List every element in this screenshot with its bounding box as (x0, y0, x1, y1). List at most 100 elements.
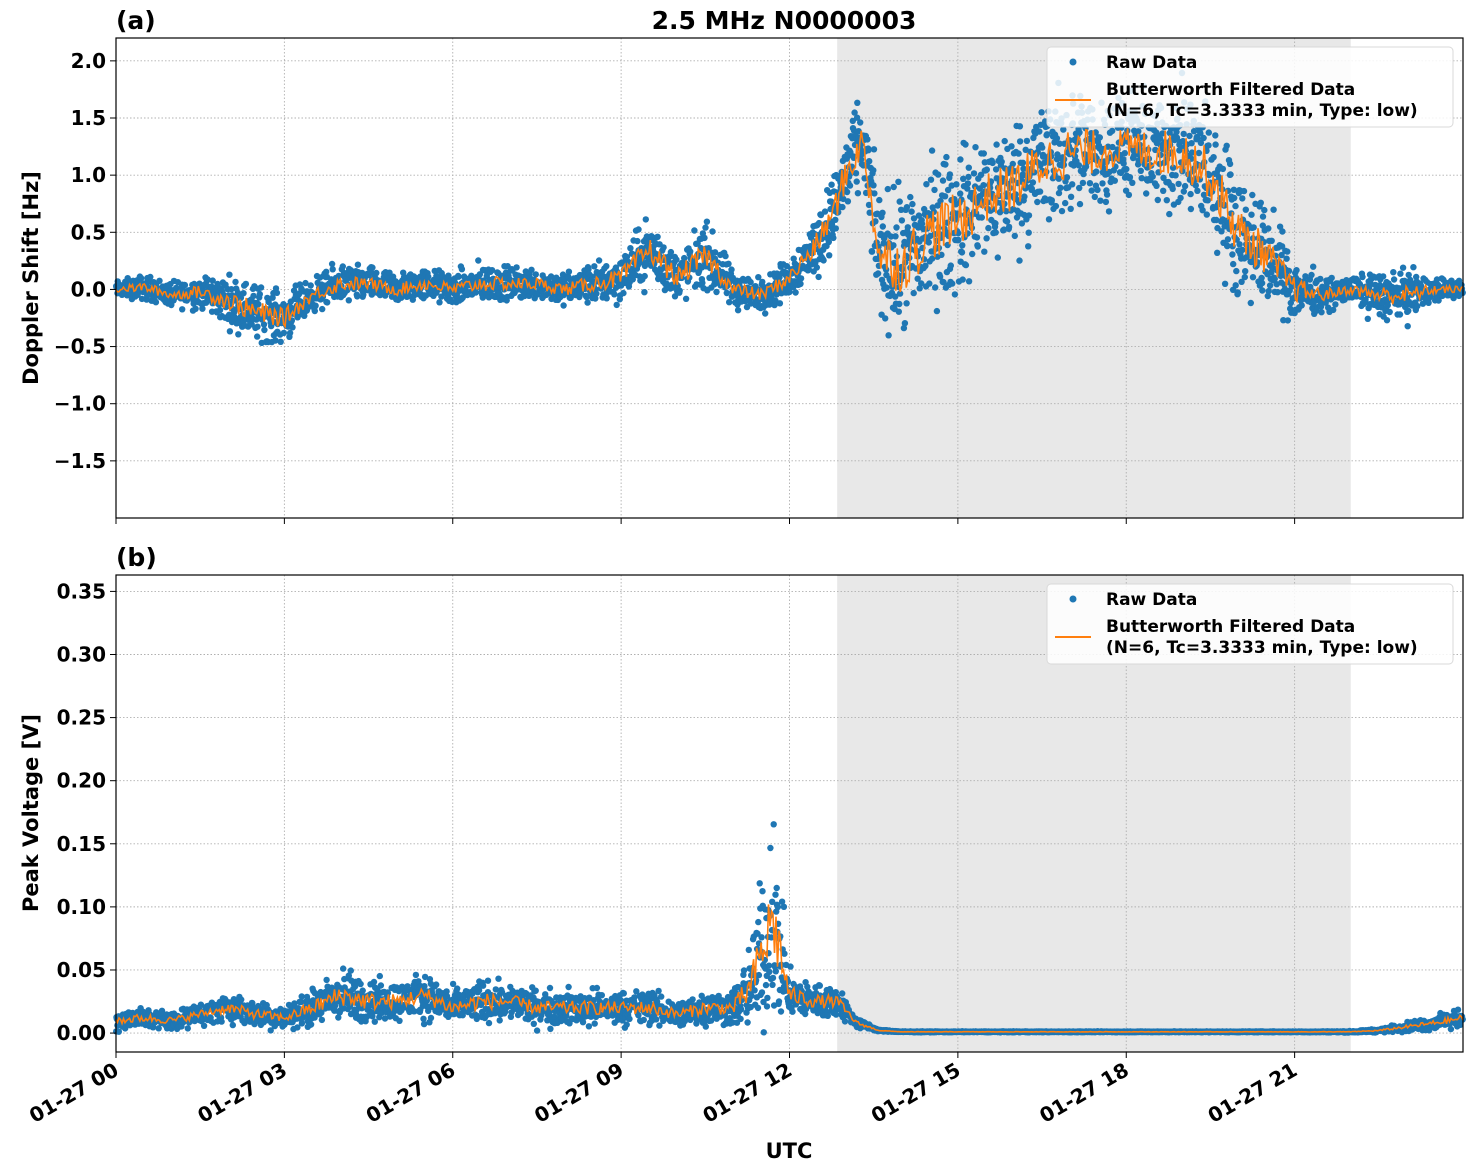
raw-data-point (983, 166, 990, 173)
raw-data-point (879, 209, 886, 216)
raw-data-point (484, 977, 492, 984)
raw-data-point (1414, 302, 1421, 310)
raw-data-point (1203, 211, 1211, 218)
raw-data-point (830, 234, 837, 242)
raw-data-point (828, 181, 835, 188)
raw-data-point (965, 173, 972, 181)
raw-data-point (459, 294, 466, 301)
raw-data-point (854, 190, 862, 197)
raw-data-point (965, 278, 973, 285)
raw-data-point (260, 321, 268, 328)
raw-data-point (964, 180, 972, 187)
raw-data-point (865, 147, 872, 154)
raw-data-point (1057, 184, 1064, 191)
raw-data-point (1228, 210, 1235, 217)
raw-data-point (1250, 224, 1257, 231)
raw-data-point (723, 289, 730, 297)
raw-data-point (1169, 185, 1176, 193)
raw-data-point (635, 226, 642, 233)
raw-data-point (560, 302, 567, 309)
raw-data-point (1137, 167, 1145, 174)
raw-data-point (354, 261, 362, 268)
raw-data-point (658, 993, 665, 1000)
raw-data-point (226, 311, 233, 318)
raw-data-point (1364, 315, 1372, 322)
raw-data-point (1177, 194, 1184, 202)
raw-data-point (959, 242, 966, 249)
raw-data-point (359, 987, 366, 994)
raw-data-point (488, 267, 496, 274)
raw-data-point (939, 177, 947, 184)
raw-data-point (1205, 129, 1213, 136)
raw-data-point (813, 264, 820, 271)
raw-data-point (983, 235, 990, 242)
raw-data-point (1069, 181, 1076, 188)
raw-data-point (896, 300, 903, 308)
raw-data-point (373, 269, 380, 277)
raw-data-point (1076, 184, 1083, 192)
raw-data-point (895, 308, 902, 315)
panel-a-x-ticks (115, 518, 1296, 524)
raw-data-point (598, 992, 605, 999)
raw-data-point (1099, 180, 1106, 187)
raw-data-point (1210, 154, 1217, 161)
raw-data-point (199, 305, 206, 312)
raw-data-point (593, 984, 601, 992)
raw-data-point (216, 306, 224, 314)
raw-data-point (1063, 174, 1071, 181)
raw-data-point (942, 161, 949, 168)
raw-data-point (725, 260, 732, 267)
raw-data-point (883, 284, 890, 291)
raw-data-point (1283, 255, 1290, 262)
raw-data-point (340, 965, 347, 972)
y-tick-label: 0.5 (71, 220, 106, 244)
raw-data-point (242, 280, 250, 288)
raw-data-point (890, 242, 897, 249)
raw-data-point (1239, 246, 1246, 254)
raw-data-point (1016, 123, 1024, 130)
raw-data-point (904, 224, 911, 231)
raw-data-point (181, 281, 189, 289)
raw-data-point (277, 338, 284, 345)
raw-data-point (1192, 182, 1200, 189)
raw-data-point (1036, 188, 1044, 195)
raw-data-point (866, 158, 873, 165)
raw-data-point (156, 277, 163, 284)
raw-data-point (815, 273, 822, 281)
raw-data-point (1052, 202, 1060, 210)
raw-data-point (957, 156, 964, 163)
raw-data-point (826, 252, 833, 259)
raw-data-point (623, 1021, 630, 1028)
y-tick-label: 1.0 (71, 163, 106, 187)
y-tick-label: 0.0 (71, 277, 106, 301)
raw-data-point (513, 264, 520, 271)
raw-data-point (1240, 187, 1248, 195)
raw-data-point (1249, 191, 1256, 199)
raw-data-point (434, 274, 441, 281)
raw-data-point (689, 996, 696, 1003)
raw-data-point (1008, 143, 1015, 150)
raw-data-point (1025, 212, 1033, 219)
raw-data-point (250, 292, 257, 300)
raw-data-point (1067, 193, 1075, 200)
raw-data-point (319, 305, 326, 313)
raw-data-point (1067, 205, 1074, 212)
raw-data-point (1097, 197, 1104, 204)
raw-data-point (1143, 190, 1150, 197)
raw-data-point (953, 181, 960, 188)
raw-data-point (728, 266, 735, 273)
raw-data-point (868, 248, 876, 255)
raw-data-point (972, 144, 979, 151)
raw-data-point (985, 224, 992, 232)
raw-data-point (1058, 207, 1066, 215)
raw-data-point (928, 147, 936, 154)
raw-data-point (137, 275, 145, 282)
raw-data-point (1015, 150, 1022, 157)
raw-data-point (425, 273, 432, 280)
raw-data-point (892, 233, 899, 240)
raw-data-point (1230, 260, 1237, 268)
raw-data-point (475, 257, 482, 264)
raw-data-point (885, 332, 892, 339)
raw-data-point (1160, 187, 1167, 194)
raw-data-point (485, 1019, 493, 1027)
